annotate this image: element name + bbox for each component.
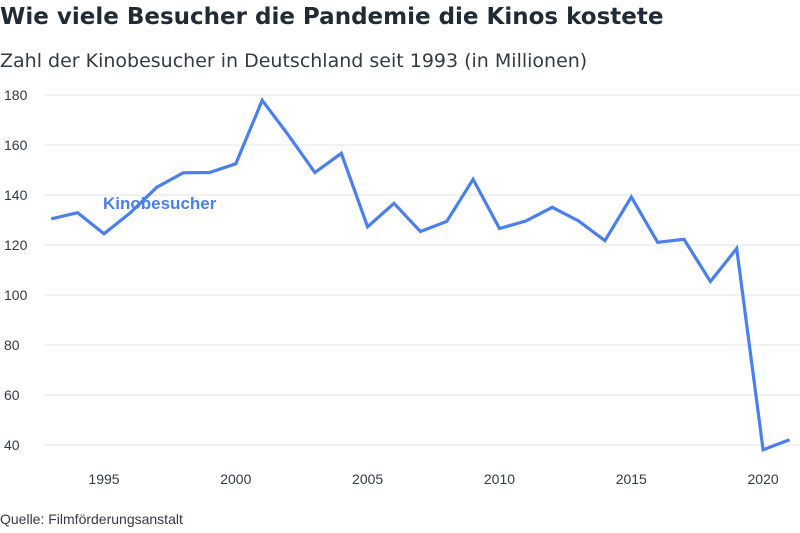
data-point-2018 [708, 280, 712, 284]
data-point-2013 [577, 219, 581, 223]
x-tick-label-1995: 1995 [88, 471, 119, 487]
data-points [49, 98, 791, 452]
data-point-2006 [392, 201, 396, 205]
data-point-1998 [181, 171, 185, 175]
data-point-2003 [313, 171, 317, 175]
data-point-2017 [682, 237, 686, 241]
data-point-1995 [102, 232, 106, 236]
data-point-2009 [471, 177, 475, 181]
data-point-2000 [234, 162, 238, 166]
series-line-kinobesucher [50, 97, 791, 453]
series-label-kinobesucher: Kinobesucher [103, 194, 217, 213]
y-tick-label-120: 120 [4, 237, 28, 253]
y-tick-label-100: 100 [4, 287, 28, 303]
data-point-2005 [366, 225, 370, 229]
data-point-2007 [418, 230, 422, 234]
x-tick-label-2020: 2020 [748, 471, 779, 487]
data-point-2019 [735, 247, 739, 251]
data-point-2010 [497, 227, 501, 231]
data-point-2011 [524, 219, 528, 223]
data-point-2002 [287, 133, 291, 137]
data-point-2004 [339, 151, 343, 155]
y-tick-label-140: 140 [4, 187, 28, 203]
chart-title: Wie viele Besucher die Pandemie die Kino… [0, 4, 664, 30]
y-tick-label-160: 160 [4, 137, 28, 153]
data-point-2001 [260, 98, 264, 102]
data-point-1993 [49, 217, 53, 221]
x-tick-label-2010: 2010 [484, 471, 515, 487]
chart-subtitle: Zahl der Kinobesucher in Deutschland sei… [0, 50, 588, 72]
data-point-2012 [550, 205, 554, 209]
y-tick-label-80: 80 [4, 337, 20, 353]
data-point-1999 [207, 171, 211, 175]
y-tick-label-60: 60 [4, 387, 20, 403]
data-point-2016 [656, 240, 660, 244]
data-point-2008 [445, 220, 449, 224]
data-point-1997 [155, 185, 159, 189]
x-axis-ticks: 1995 2000 2005 2010 2015 2020 [88, 471, 778, 487]
data-point-2020 [761, 448, 765, 452]
data-point-1994 [76, 211, 80, 215]
y-tick-label-40: 40 [4, 437, 20, 453]
data-point-2014 [603, 239, 607, 243]
y-axis-ticks: 40 60 80 100 120 140 160 180 [4, 87, 28, 453]
grid-lines [44, 94, 800, 446]
data-point-2015 [629, 195, 633, 199]
x-tick-label-2000: 2000 [220, 471, 251, 487]
y-tick-label-180: 180 [4, 87, 28, 103]
x-tick-label-2005: 2005 [352, 471, 383, 487]
x-tick-label-2015: 2015 [616, 471, 647, 487]
data-point-2021 [787, 438, 791, 442]
source-note: Quelle: Filmförderungsanstalt [0, 511, 183, 527]
series-layer [50, 97, 791, 453]
